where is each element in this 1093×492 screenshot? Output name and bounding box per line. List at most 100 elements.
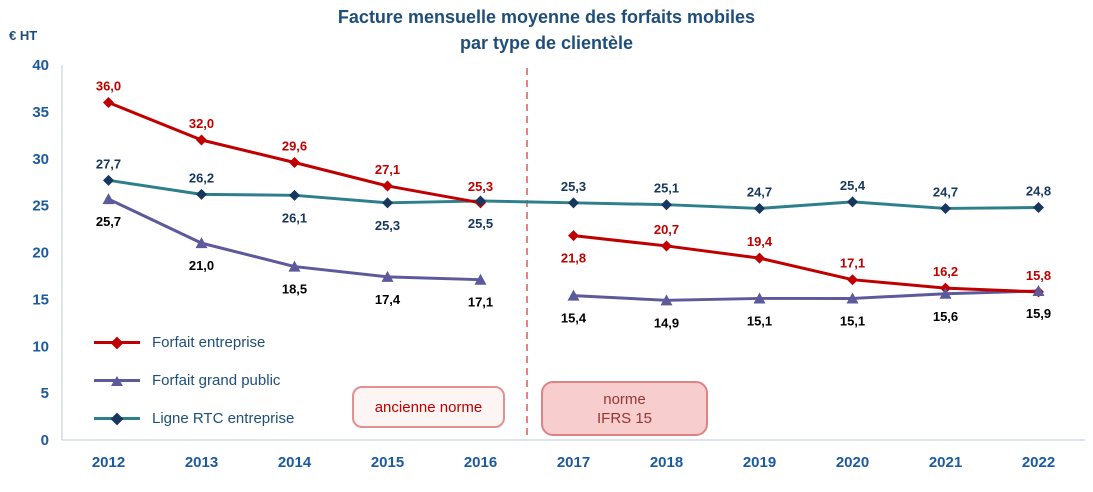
x-tick-label: 2012 bbox=[92, 454, 125, 471]
triangle-marker bbox=[660, 294, 673, 306]
data-label: 20,7 bbox=[654, 222, 679, 237]
legend-label-forfait-entreprise: Forfait entreprise bbox=[152, 334, 266, 351]
data-label: 25,4 bbox=[840, 178, 866, 193]
data-label: 29,6 bbox=[282, 139, 307, 154]
triangle-marker bbox=[288, 260, 301, 272]
annotation-ifrs-line1: norme bbox=[603, 390, 646, 408]
diamond-marker bbox=[196, 134, 207, 146]
data-label: 24,7 bbox=[747, 184, 772, 199]
annotation-norme-ifrs-15: norme IFRS 15 bbox=[541, 381, 708, 436]
data-label: 17,1 bbox=[840, 256, 865, 271]
data-label: 17,4 bbox=[375, 292, 401, 307]
diamond-marker bbox=[289, 157, 300, 168]
diamond-marker bbox=[1033, 202, 1044, 213]
legend-item-forfait-entreprise: Forfait entreprise bbox=[94, 330, 294, 355]
legend-label-ligne-rtc-entreprise: Ligne RTC entreprise bbox=[152, 410, 295, 427]
triangle-marker bbox=[1032, 284, 1045, 296]
triangle-marker bbox=[567, 289, 580, 301]
x-tick-label: 2021 bbox=[929, 454, 962, 471]
legend-item-ligne-rtc-entreprise: Ligne RTC entreprise bbox=[94, 406, 294, 431]
data-label: 15,1 bbox=[840, 313, 865, 328]
data-label: 18,5 bbox=[282, 282, 307, 297]
triangle-marker bbox=[753, 292, 766, 304]
data-label: 36,0 bbox=[96, 79, 121, 94]
series-line bbox=[572, 289, 1040, 302]
diamond-marker bbox=[661, 199, 672, 211]
diamond-marker bbox=[196, 188, 207, 200]
x-tick-label: 2018 bbox=[650, 454, 683, 471]
triangle-marker bbox=[102, 193, 115, 205]
legend-item-forfait-grand-public: Forfait grand public bbox=[94, 368, 294, 393]
data-label: 25,7 bbox=[96, 214, 121, 229]
legend-label-forfait-grand-public: Forfait grand public bbox=[152, 372, 281, 389]
data-label: 27,7 bbox=[96, 156, 121, 171]
diamond-marker bbox=[847, 196, 858, 208]
diamond-marker bbox=[847, 274, 858, 286]
forfait-entreprise-line-swatch bbox=[94, 336, 140, 349]
diamond-marker bbox=[568, 197, 579, 209]
forfait-grand-public-line-swatch bbox=[94, 375, 140, 386]
data-label: 25,3 bbox=[561, 179, 586, 194]
data-label: 26,2 bbox=[189, 170, 214, 185]
data-label: 26,1 bbox=[282, 210, 307, 225]
data-label: 17,1 bbox=[468, 295, 493, 310]
data-label: 15,9 bbox=[1026, 306, 1051, 321]
diamond-marker bbox=[568, 230, 579, 242]
diamond-marker bbox=[661, 240, 672, 252]
data-label: 15,1 bbox=[747, 313, 772, 328]
data-label: 25,5 bbox=[468, 216, 493, 231]
diamond-marker bbox=[103, 97, 114, 108]
x-tick-label: 2017 bbox=[557, 454, 590, 471]
triangle-marker bbox=[195, 237, 208, 249]
annotation-ancienne-norme-text: ancienne norme bbox=[374, 398, 483, 416]
triangle-marker-icon bbox=[111, 375, 123, 386]
triangle-marker bbox=[939, 287, 952, 299]
y-tick-label: 20 bbox=[32, 245, 49, 262]
chart-title-line1: Facture mensuelle moyenne des forfaits m… bbox=[337, 7, 756, 27]
y-tick-label: 40 bbox=[32, 57, 49, 74]
triangle-marker bbox=[381, 270, 394, 282]
data-label: 25,3 bbox=[468, 179, 493, 194]
x-tick-label: 2019 bbox=[743, 454, 776, 471]
x-tick-label: 2016 bbox=[464, 454, 497, 471]
diamond-marker bbox=[382, 197, 393, 209]
diamond-marker bbox=[754, 202, 765, 214]
data-label: 15,6 bbox=[933, 309, 958, 324]
y-tick-label: 0 bbox=[41, 432, 49, 449]
data-label: 25,3 bbox=[375, 218, 400, 233]
triangle-marker bbox=[846, 292, 859, 304]
series-line bbox=[572, 234, 1040, 294]
data-label: 21,8 bbox=[561, 251, 586, 266]
annotation-ifrs-line2: IFRS 15 bbox=[596, 409, 653, 427]
ligne-rtc-entreprise-line-swatch bbox=[94, 412, 140, 425]
data-label: 24,8 bbox=[1026, 184, 1051, 199]
diamond-marker bbox=[103, 174, 114, 186]
diamond-marker bbox=[940, 202, 951, 214]
chart-title: Facture mensuelle moyenne des forfaits m… bbox=[0, 4, 1093, 56]
chart-title-line2: par type de clientèle bbox=[459, 33, 634, 53]
triangle-marker bbox=[474, 273, 487, 285]
diamond-marker-icon bbox=[110, 336, 124, 349]
data-label: 14,9 bbox=[654, 315, 679, 330]
data-label: 32,0 bbox=[189, 116, 214, 131]
x-tick-label: 2020 bbox=[836, 454, 869, 471]
y-tick-label: 30 bbox=[32, 151, 49, 168]
data-label: 21,0 bbox=[189, 258, 214, 273]
annotation-ancienne-norme: ancienne norme bbox=[352, 386, 505, 428]
y-tick-label: 25 bbox=[32, 198, 49, 215]
x-tick-label: 2014 bbox=[278, 454, 312, 471]
data-label: 15,4 bbox=[561, 311, 587, 326]
diamond-marker bbox=[289, 189, 300, 201]
y-axis-unit-label: € HT bbox=[9, 28, 38, 43]
y-tick-label: 5 bbox=[41, 385, 49, 402]
diamond-marker bbox=[754, 252, 765, 264]
diamond-marker-icon bbox=[110, 412, 124, 425]
x-tick-label: 2015 bbox=[371, 454, 404, 471]
y-tick-label: 35 bbox=[32, 104, 49, 121]
data-label: 25,1 bbox=[654, 181, 679, 196]
x-tick-label: 2013 bbox=[185, 454, 218, 471]
data-label: 16,2 bbox=[933, 264, 958, 279]
y-tick-label: 15 bbox=[32, 291, 49, 308]
diamond-marker bbox=[382, 180, 393, 192]
